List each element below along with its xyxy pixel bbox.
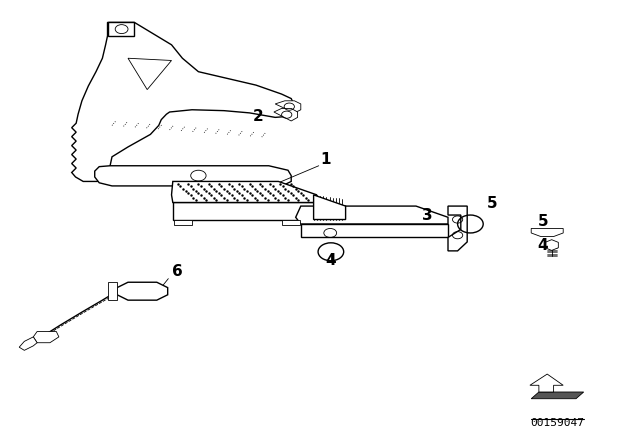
Polygon shape: [531, 228, 563, 237]
Polygon shape: [314, 195, 346, 220]
Polygon shape: [530, 374, 563, 392]
Polygon shape: [108, 22, 134, 36]
Polygon shape: [282, 220, 300, 225]
Text: 2: 2: [253, 109, 264, 124]
Polygon shape: [33, 332, 59, 343]
Text: 1: 1: [320, 151, 330, 167]
Polygon shape: [545, 240, 558, 250]
Polygon shape: [128, 58, 172, 90]
Polygon shape: [108, 282, 117, 300]
Polygon shape: [448, 206, 467, 251]
Text: 5: 5: [486, 196, 497, 211]
Polygon shape: [173, 202, 314, 220]
Polygon shape: [296, 206, 448, 224]
Polygon shape: [172, 181, 317, 202]
Text: 6: 6: [172, 263, 182, 279]
Polygon shape: [531, 392, 584, 399]
Text: 3: 3: [422, 207, 433, 223]
Text: 4: 4: [538, 237, 548, 253]
Polygon shape: [301, 224, 448, 237]
Polygon shape: [274, 108, 298, 121]
Polygon shape: [19, 337, 37, 350]
Polygon shape: [174, 220, 192, 225]
Polygon shape: [275, 101, 301, 113]
Text: 00159047: 00159047: [531, 418, 584, 428]
Text: 5: 5: [538, 214, 548, 229]
Text: 4: 4: [325, 253, 336, 268]
Polygon shape: [95, 166, 291, 186]
Polygon shape: [72, 22, 294, 181]
Polygon shape: [117, 282, 168, 300]
